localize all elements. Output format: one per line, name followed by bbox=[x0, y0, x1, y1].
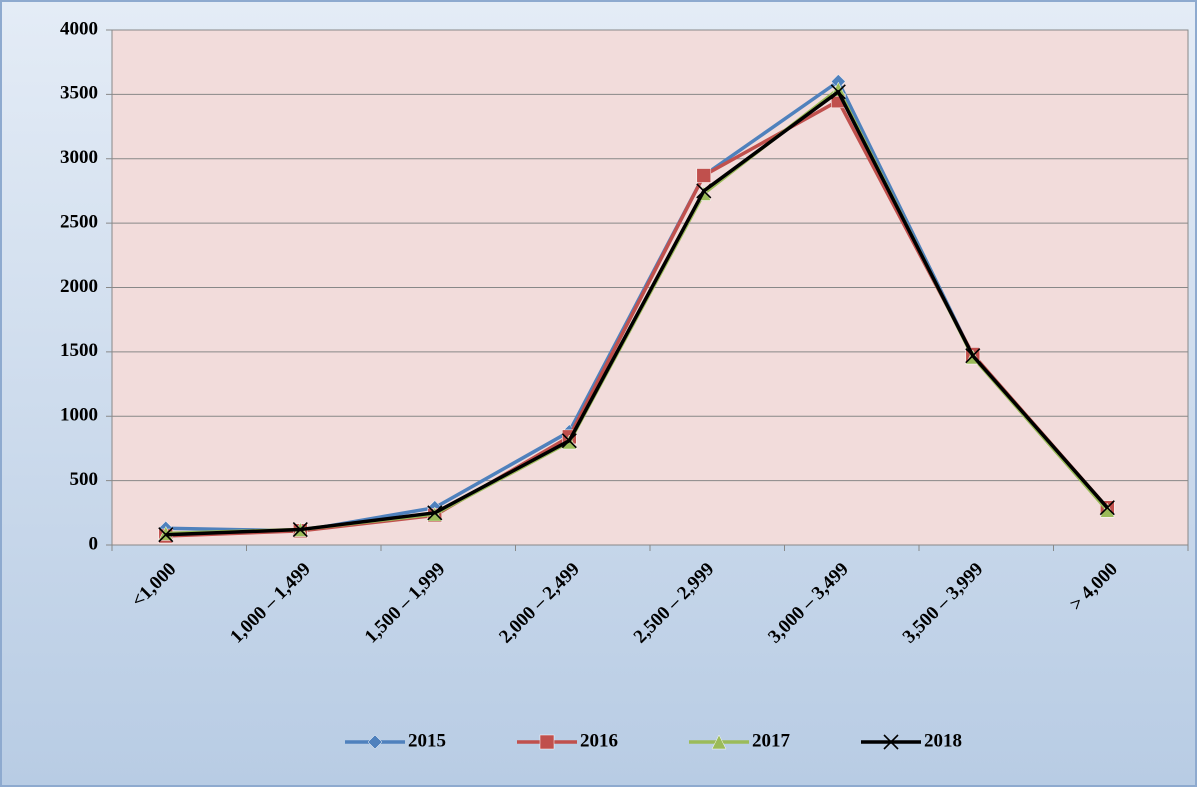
legend-marker bbox=[711, 734, 727, 750]
legend-label: 2016 bbox=[580, 730, 618, 751]
data-point bbox=[427, 505, 443, 521]
legend-label: 2015 bbox=[408, 730, 446, 751]
data-point bbox=[561, 433, 577, 449]
data-point bbox=[1099, 500, 1115, 516]
data-point bbox=[158, 527, 174, 543]
y-tick-label: 500 bbox=[70, 469, 99, 490]
data-point bbox=[292, 521, 308, 538]
data-point bbox=[696, 168, 712, 183]
legend-marker bbox=[367, 734, 383, 750]
y-tick-label: 0 bbox=[89, 533, 99, 554]
y-tick-label: 3500 bbox=[60, 83, 98, 104]
y-tick-label: 3000 bbox=[60, 147, 98, 168]
y-tick-label: 2000 bbox=[60, 276, 98, 297]
y-tick-label: 1500 bbox=[60, 340, 98, 361]
legend-label: 2017 bbox=[752, 730, 791, 751]
legend-marker bbox=[883, 734, 899, 750]
y-tick-label: 1000 bbox=[60, 405, 98, 426]
series-line bbox=[165, 90, 1109, 537]
data-point bbox=[696, 183, 712, 199]
y-tick-label: 4000 bbox=[60, 18, 98, 39]
data-point bbox=[830, 84, 846, 100]
legend-marker bbox=[539, 734, 555, 750]
y-tick-label: 2500 bbox=[60, 211, 98, 232]
legend-label: 2018 bbox=[924, 730, 962, 751]
data-point bbox=[965, 348, 981, 364]
